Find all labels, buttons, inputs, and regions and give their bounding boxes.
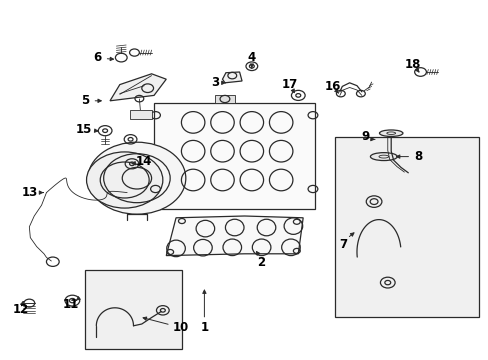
Bar	[334, 137, 478, 317]
Ellipse shape	[370, 153, 396, 161]
Text: 3: 3	[211, 76, 219, 89]
Text: 18: 18	[404, 58, 421, 71]
Text: 10: 10	[172, 321, 189, 334]
Text: 6: 6	[94, 51, 102, 64]
Polygon shape	[154, 103, 315, 209]
Text: 11: 11	[62, 298, 79, 311]
Text: 7: 7	[339, 238, 346, 251]
Text: 15: 15	[76, 123, 92, 136]
Text: 4: 4	[247, 51, 255, 64]
Circle shape	[88, 142, 185, 214]
Text: 8: 8	[413, 150, 421, 163]
Text: 5: 5	[81, 94, 89, 107]
Polygon shape	[110, 74, 166, 101]
Polygon shape	[166, 216, 303, 256]
Ellipse shape	[379, 130, 402, 136]
Polygon shape	[222, 72, 242, 83]
Polygon shape	[129, 110, 151, 119]
Text: 16: 16	[324, 80, 340, 93]
Polygon shape	[215, 95, 234, 103]
Text: 1: 1	[200, 321, 208, 334]
Text: 17: 17	[281, 78, 298, 91]
Text: 2: 2	[257, 256, 265, 269]
Text: 13: 13	[21, 186, 38, 199]
Bar	[84, 270, 182, 349]
Circle shape	[86, 152, 163, 208]
Text: 9: 9	[361, 130, 369, 143]
Text: 12: 12	[12, 303, 29, 316]
Text: 14: 14	[136, 156, 152, 168]
